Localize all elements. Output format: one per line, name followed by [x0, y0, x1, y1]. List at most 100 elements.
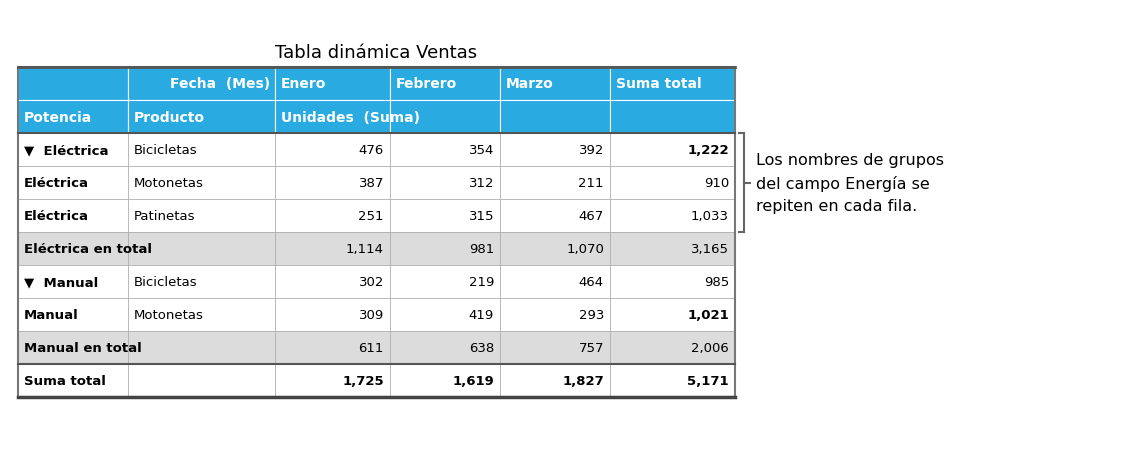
Bar — [390, 232, 500, 265]
Text: Bicicletas: Bicicletas — [134, 144, 197, 156]
Bar — [610, 101, 735, 133]
Text: 387: 387 — [359, 177, 384, 189]
Bar — [500, 68, 610, 101]
Text: 312: 312 — [469, 177, 494, 189]
Bar — [128, 331, 275, 364]
Text: 1,070: 1,070 — [566, 243, 604, 255]
Bar — [18, 364, 128, 397]
Text: 354: 354 — [469, 144, 494, 156]
Bar — [128, 299, 275, 331]
Bar — [610, 299, 735, 331]
Text: 315: 315 — [469, 210, 494, 222]
Bar — [390, 101, 500, 133]
Text: 1,222: 1,222 — [688, 144, 729, 156]
Bar — [610, 133, 735, 166]
Bar — [500, 265, 610, 299]
Bar — [390, 364, 500, 397]
Text: Potencia: Potencia — [24, 110, 92, 124]
Bar — [390, 199, 500, 232]
Text: Enero: Enero — [281, 77, 327, 91]
Text: 5,171: 5,171 — [688, 374, 729, 387]
Text: Marzo: Marzo — [507, 77, 554, 91]
Bar — [500, 133, 610, 166]
Text: 757: 757 — [579, 341, 604, 354]
Bar — [18, 199, 128, 232]
Text: Motonetas: Motonetas — [134, 177, 204, 189]
Bar — [18, 166, 128, 199]
Text: Patinetas: Patinetas — [134, 210, 196, 222]
Bar — [390, 166, 500, 199]
Text: ▼  Eléctrica: ▼ Eléctrica — [24, 144, 109, 156]
Bar — [128, 364, 275, 397]
Bar — [18, 68, 735, 397]
Text: 302: 302 — [359, 276, 384, 288]
Text: 981: 981 — [469, 243, 494, 255]
Bar — [390, 265, 500, 299]
Text: Los nombres de grupos
del campo Energía se
repiten en cada fila.: Los nombres de grupos del campo Energía … — [756, 152, 944, 213]
Text: 1,033: 1,033 — [691, 210, 729, 222]
Text: 2,006: 2,006 — [691, 341, 729, 354]
Bar — [610, 166, 735, 199]
Bar — [18, 331, 128, 364]
Bar — [275, 265, 390, 299]
Bar — [610, 232, 735, 265]
Text: 211: 211 — [579, 177, 604, 189]
Bar — [390, 133, 500, 166]
Bar — [610, 331, 735, 364]
Bar — [128, 101, 275, 133]
Text: Manual: Manual — [24, 308, 79, 321]
Bar — [275, 133, 390, 166]
Bar — [275, 331, 390, 364]
Text: 419: 419 — [469, 308, 494, 321]
Bar — [500, 166, 610, 199]
Bar — [275, 166, 390, 199]
Text: Eléctrica: Eléctrica — [24, 177, 89, 189]
Text: Eléctrica en total: Eléctrica en total — [24, 243, 152, 255]
Text: 476: 476 — [359, 144, 384, 156]
Text: Fecha  (Mes): Fecha (Mes) — [170, 77, 270, 91]
Bar — [500, 199, 610, 232]
Bar — [128, 166, 275, 199]
Text: Tabla dinámica Ventas: Tabla dinámica Ventas — [275, 44, 478, 62]
Text: 251: 251 — [359, 210, 384, 222]
Text: 1,021: 1,021 — [688, 308, 729, 321]
Bar — [128, 265, 275, 299]
Text: 910: 910 — [704, 177, 729, 189]
Bar — [128, 68, 275, 101]
Bar — [610, 199, 735, 232]
Bar — [275, 299, 390, 331]
Text: Eléctrica: Eléctrica — [24, 210, 89, 222]
Bar — [18, 265, 128, 299]
Text: 1,827: 1,827 — [563, 374, 604, 387]
Bar — [275, 364, 390, 397]
Text: Unidades  (Suma): Unidades (Suma) — [281, 110, 419, 124]
Bar — [18, 299, 128, 331]
Text: 1,114: 1,114 — [346, 243, 384, 255]
Text: 3,165: 3,165 — [691, 243, 729, 255]
Bar — [500, 364, 610, 397]
Bar — [610, 68, 735, 101]
Bar — [275, 232, 390, 265]
Bar — [275, 68, 390, 101]
Bar — [18, 101, 128, 133]
Text: Suma total: Suma total — [24, 374, 105, 387]
Text: Producto: Producto — [134, 110, 205, 124]
Bar — [500, 331, 610, 364]
Text: 985: 985 — [704, 276, 729, 288]
Bar — [128, 133, 275, 166]
Text: Bicicletas: Bicicletas — [134, 276, 197, 288]
Text: 467: 467 — [579, 210, 604, 222]
Bar — [390, 299, 500, 331]
Text: 219: 219 — [469, 276, 494, 288]
Bar — [390, 68, 500, 101]
Text: 464: 464 — [579, 276, 604, 288]
Text: 638: 638 — [469, 341, 494, 354]
Text: 293: 293 — [579, 308, 604, 321]
Text: Motonetas: Motonetas — [134, 308, 204, 321]
Text: 1,619: 1,619 — [453, 374, 494, 387]
Bar — [128, 199, 275, 232]
Bar — [610, 265, 735, 299]
Text: 392: 392 — [579, 144, 604, 156]
Bar — [18, 133, 128, 166]
Bar — [500, 101, 610, 133]
